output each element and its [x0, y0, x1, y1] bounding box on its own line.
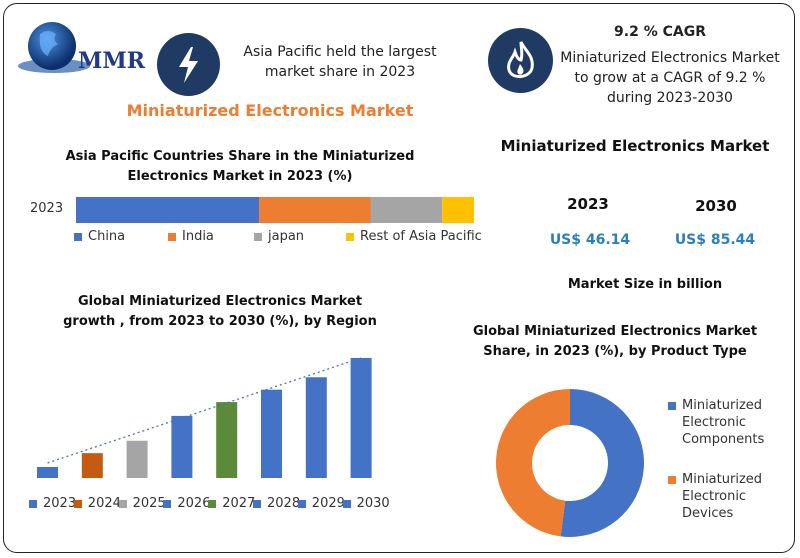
legend-swatch [163, 499, 172, 508]
legend-item-2028: 2028 [253, 496, 300, 511]
callout-asia-pacific: Asia Pacific held the largest market sha… [243, 44, 437, 80]
market-size-unit: Market Size in billion [567, 277, 723, 292]
trendline [47, 357, 362, 464]
chart3-donut [495, 389, 644, 537]
donut-slice-devices [495, 389, 570, 537]
stacked-segment-japan [370, 197, 443, 223]
page-title: Miniaturized Electronics Market [126, 101, 414, 120]
stacked-segment-china [76, 197, 260, 223]
legend-item-china: China [74, 229, 125, 244]
legend-label: Miniaturized Electronic Devices [682, 472, 763, 521]
globe-icon [18, 22, 90, 73]
chart2-title: Global Miniaturized Electronics Market g… [63, 294, 377, 329]
legend-item-india: India [168, 229, 214, 244]
lightning-icon [179, 47, 198, 83]
legend-label: India [182, 229, 214, 244]
legend-swatch [73, 499, 82, 508]
bar-2028 [261, 389, 282, 478]
legend-item-2030: 2030 [342, 496, 390, 511]
bar-2030 [350, 357, 372, 478]
chart2-bar-chart [37, 357, 372, 478]
legend-swatch [208, 499, 217, 508]
chart1-stacked-bar [76, 197, 474, 223]
legend-item-japan: japan [254, 229, 304, 244]
legend-swatch [668, 402, 676, 410]
legend-swatch [668, 476, 676, 484]
legend-label: 2029 [311, 496, 345, 511]
stacked-segment-india [259, 197, 371, 223]
legend-swatch [29, 499, 37, 508]
chart3-title: Global Miniaturized Electronics Market S… [472, 324, 758, 359]
donut-slice-components [560, 389, 644, 537]
legend-item-devices: Miniaturized Electronic Devices [668, 471, 776, 522]
legend-label: 2023 [43, 496, 77, 511]
chart1-title: Asia Pacific Countries Share in the Mini… [65, 149, 415, 184]
legend-swatch [297, 499, 306, 508]
bar-2026 [171, 415, 193, 478]
bar-2027 [216, 402, 238, 478]
legend-label: 2030 [356, 496, 390, 511]
flame-icon [507, 41, 534, 78]
flame-circle [488, 28, 553, 93]
chart1-category-label: 2023 [30, 201, 64, 216]
stacked-segment-rest-of-asia-pacific [442, 197, 474, 223]
lightning-circle [157, 33, 220, 96]
legend-label: Miniaturized Electronic Components [682, 398, 765, 447]
bar-2025 [126, 440, 148, 478]
legend-item-2029: 2029 [297, 496, 345, 511]
legend-label: 2028 [267, 496, 301, 511]
cagr-text: Miniaturized Electronics Market to grow … [560, 50, 780, 106]
legend-item-rest-of-asia-pacific: Rest of Asia Pacific [346, 229, 482, 244]
value-2030: US$ 85.44 [674, 232, 756, 248]
legend-item-components: Miniaturized Electronic Components [668, 397, 776, 448]
legend-item-2023: 2023 [29, 496, 76, 511]
bar-2023 [37, 466, 58, 478]
bar-2029 [305, 377, 327, 478]
logo-text: MMR [78, 48, 145, 74]
legend-label: China [88, 229, 126, 244]
legend-swatch [342, 499, 351, 508]
legend-swatch [74, 232, 82, 241]
legend-label: 2025 [132, 496, 166, 511]
legend-swatch [254, 232, 262, 241]
legend-label: 2024 [87, 496, 121, 511]
year-2023-label: 2023 [567, 195, 609, 213]
legend-item-2027: 2027 [208, 496, 255, 511]
cagr-title: 9.2 % CAGR [614, 24, 706, 40]
legend-item-2024: 2024 [73, 496, 121, 511]
legend-label: 2026 [177, 496, 211, 511]
legend-label: 2027 [222, 496, 256, 511]
legend-label: japan [268, 229, 305, 244]
legend-item-2026: 2026 [163, 496, 210, 511]
legend-label: Rest of Asia Pacific [360, 229, 482, 244]
legend-swatch [168, 232, 176, 241]
bar-2024 [81, 453, 103, 478]
market-size-title: Miniaturized Electronics Market [500, 137, 770, 155]
infographic-frame [3, 3, 795, 553]
legend-item-2025: 2025 [118, 496, 166, 511]
legend-swatch [118, 499, 127, 508]
value-2023: US$ 46.14 [549, 232, 631, 248]
year-2030-label: 2030 [695, 197, 737, 215]
legend-swatch [346, 232, 354, 241]
legend-swatch [253, 499, 261, 508]
brand-logo: MMR [14, 16, 149, 78]
